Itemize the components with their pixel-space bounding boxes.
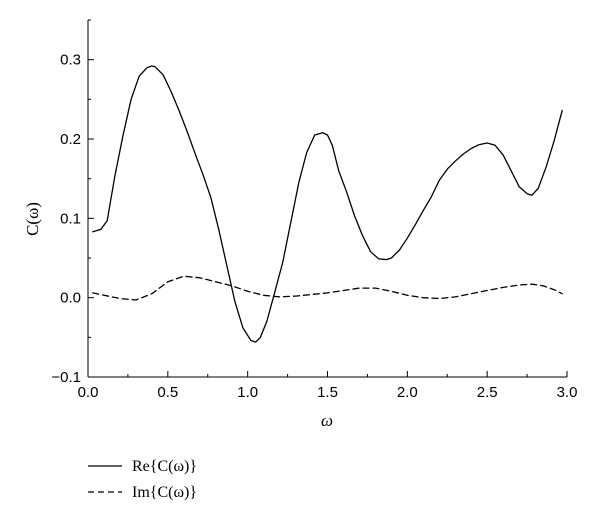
y-axis-title: C(ω) — [23, 202, 42, 236]
y-tick-label: 0.0 — [60, 290, 81, 307]
y-tick-label: −0.1 — [51, 369, 81, 386]
y-tick-label: 0.3 — [60, 52, 81, 69]
legend: Re{C(ω)} Im{C(ω)} — [88, 458, 197, 501]
series-group — [92, 65, 563, 343]
x-tick-label: 1.0 — [237, 384, 258, 401]
legend-label-im: Im{C(ω)} — [132, 484, 197, 501]
x-ticks: 0.0 0.5 1.0 1.5 2.0 2.5 3.0 — [78, 371, 578, 401]
x-tick-label: 3.0 — [557, 384, 578, 401]
y-tick-label: 0.2 — [60, 131, 81, 148]
legend-label-re: Re{C(ω)} — [132, 458, 197, 475]
y-ticks: −0.1 0.0 0.1 0.2 0.3 — [51, 19, 94, 386]
plot-frame — [87, 20, 567, 378]
x-axis-title: ω — [321, 411, 333, 430]
x-tick-label: 1.5 — [317, 384, 338, 401]
x-tick-label: 2.0 — [397, 384, 418, 401]
x-tick-label: 0.0 — [78, 384, 99, 401]
series-re-line — [92, 65, 563, 343]
y-tick-label: 0.1 — [60, 210, 81, 227]
series-im-line — [92, 275, 563, 301]
x-tick-label: 0.5 — [157, 384, 178, 401]
x-tick-label: 2.5 — [477, 384, 498, 401]
